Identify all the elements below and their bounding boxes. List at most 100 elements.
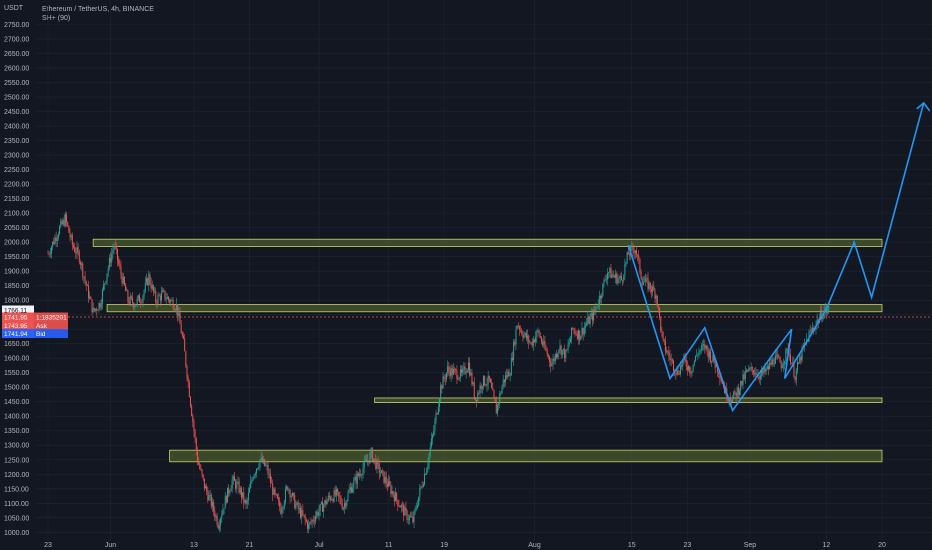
bid-price-tag-extra: Bid: [36, 331, 46, 338]
candle-body: [170, 300, 172, 303]
candle-body: [177, 303, 179, 317]
candle-body: [333, 490, 335, 502]
candle-body: [296, 502, 298, 505]
candle-body: [376, 460, 378, 469]
candle-body: [719, 374, 721, 379]
candle-body: [137, 295, 139, 299]
candle-body: [118, 260, 120, 264]
candle-body: [486, 383, 488, 386]
candle-body: [796, 362, 798, 371]
candle-body: [580, 335, 582, 341]
candle-body: [185, 351, 187, 366]
candle-body: [785, 349, 787, 361]
candle-body: [604, 279, 606, 281]
candle-body: [443, 376, 445, 379]
candle-body: [705, 345, 707, 349]
candle-body: [50, 247, 52, 254]
candle-body: [566, 349, 568, 351]
currency-label: USDT: [4, 5, 24, 12]
candle-body: [53, 241, 55, 244]
candle-body: [233, 476, 235, 482]
candle-body: [447, 366, 449, 373]
candle-body: [698, 351, 700, 355]
candle-body: [712, 354, 714, 361]
candle-body: [493, 390, 495, 397]
candle-body: [237, 481, 239, 483]
candle-body: [454, 369, 456, 370]
candle-body: [324, 500, 326, 506]
y-tick-label: 2050.00: [4, 225, 29, 232]
candle-body: [681, 365, 683, 367]
candle-body: [578, 330, 580, 339]
candle-body: [655, 295, 657, 299]
candle-body: [103, 284, 105, 290]
zone-1775: [106, 304, 883, 313]
candle-body: [303, 514, 305, 516]
candle-body: [378, 463, 380, 474]
candle-body: [260, 457, 262, 460]
candle-body: [552, 358, 554, 365]
bid-price-tag-text: 1741.94: [4, 331, 28, 338]
candle-body: [144, 282, 146, 291]
candle-body: [423, 473, 425, 485]
candle-body: [49, 253, 51, 255]
candle-body: [242, 492, 244, 498]
x-tick-label: 19: [440, 542, 448, 549]
candle-body: [693, 361, 695, 365]
candle-body: [372, 458, 374, 462]
candle-body: [543, 340, 545, 345]
candle-body: [171, 300, 173, 301]
candle-body: [456, 370, 458, 380]
candle-body: [93, 307, 95, 311]
projection-layer: [627, 101, 931, 413]
candle-body: [638, 255, 640, 259]
candle-body: [253, 474, 255, 479]
candle-body: [708, 351, 710, 358]
candle-body: [462, 368, 464, 373]
candle-body: [472, 382, 474, 385]
ask-price-tag-extra-bg: [34, 320, 68, 330]
candle-body: [605, 279, 607, 281]
candle-body: [392, 491, 394, 496]
candle-body: [328, 495, 330, 497]
candle-body: [799, 356, 801, 364]
candle-body: [480, 385, 482, 389]
candle-body: [56, 237, 58, 241]
candle-body: [473, 382, 475, 398]
candle-body: [311, 519, 313, 523]
candle-body: [616, 273, 618, 284]
candle-body: [507, 371, 509, 378]
candle-body: [89, 296, 91, 299]
y-axis: 1000.00 1050.00 1100.00 1150.00 1200.00 1250.…: [4, 22, 29, 537]
candle-body: [517, 325, 519, 327]
candle-body: [739, 390, 741, 395]
candle-body: [510, 357, 512, 376]
candle-body: [701, 345, 703, 347]
candle-body: [667, 351, 669, 353]
candle-body: [274, 488, 276, 494]
candle-body: [789, 354, 791, 364]
candle-body: [466, 370, 468, 373]
candle-body: [452, 369, 454, 375]
candle-body: [161, 292, 163, 301]
candle-body: [275, 493, 277, 495]
candle-body: [52, 241, 54, 248]
x-tick-label: 20: [878, 542, 886, 549]
candle-body: [239, 488, 241, 493]
candle-body: [346, 500, 348, 507]
candle-body: [196, 450, 198, 463]
candle-body: [569, 338, 571, 343]
ask-price-tag-text: 1743.95: [4, 323, 28, 330]
candle-body: [749, 368, 751, 369]
candle-body: [107, 267, 109, 274]
candle-body: [798, 362, 800, 364]
candle-body: [100, 303, 102, 308]
candle-body: [281, 509, 283, 514]
candle-body: [634, 250, 636, 254]
candle-body: [537, 330, 539, 332]
candle-body: [557, 353, 559, 358]
candle-body: [615, 273, 617, 278]
candle-body: [349, 487, 351, 491]
candle-body: [172, 300, 174, 309]
